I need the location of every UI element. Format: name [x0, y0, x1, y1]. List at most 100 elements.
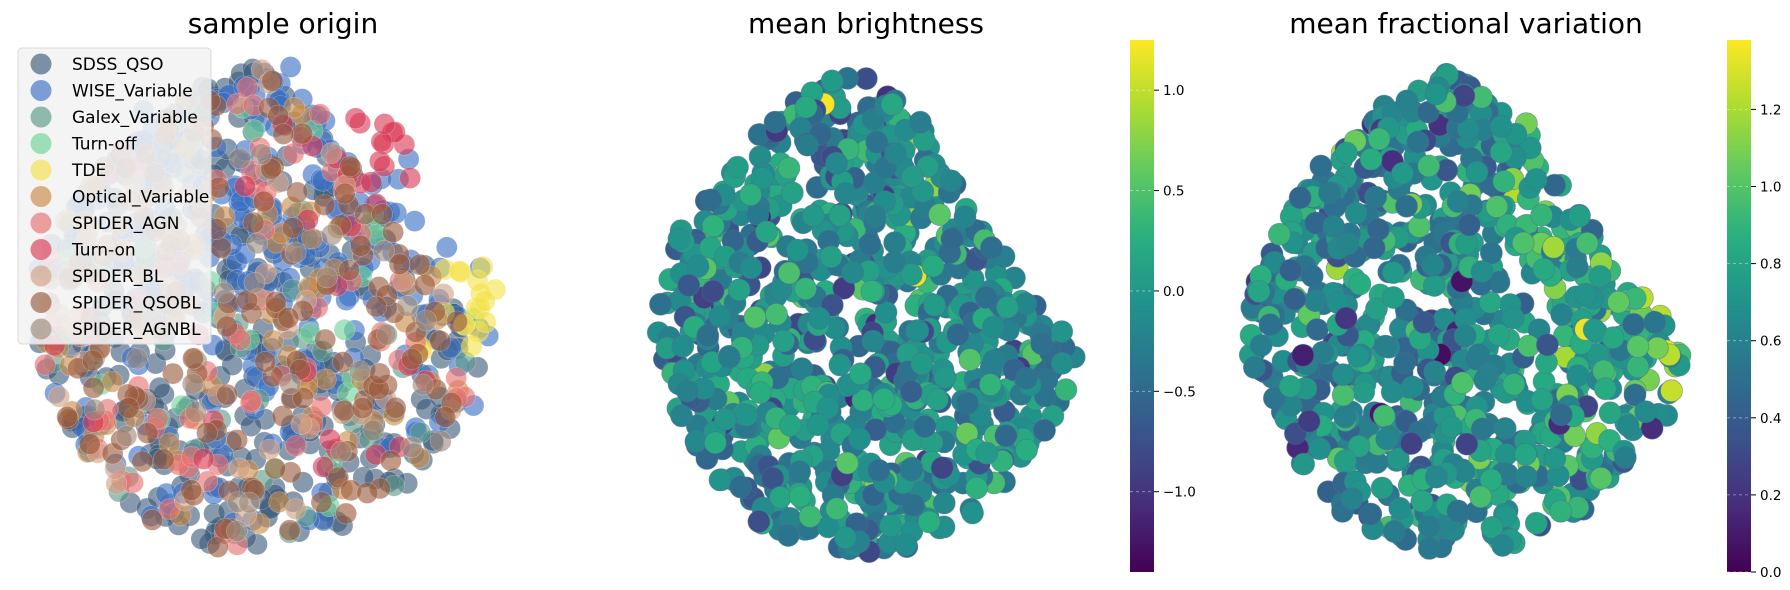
- point-spider-qsobl: [226, 429, 248, 451]
- point-spider-agn: [229, 329, 252, 351]
- point: [921, 254, 945, 278]
- point: [956, 391, 979, 415]
- point-optical-variable: [262, 329, 284, 352]
- point: [860, 279, 884, 303]
- point-spider-qsobl: [264, 291, 287, 313]
- legend-marker-optical-variable: [30, 186, 52, 207]
- point-spider-qsobl: [327, 466, 350, 489]
- point: [1489, 140, 1513, 164]
- point: [1050, 351, 1074, 375]
- point: [1470, 417, 1494, 441]
- point-spider-agnbl: [226, 520, 248, 543]
- point-spider-qsobl: [136, 422, 159, 444]
- point: [982, 315, 1005, 339]
- scatter-points-mean-brightness: [646, 66, 1086, 563]
- point: [946, 323, 970, 346]
- point-spider-qsobl: [278, 519, 301, 542]
- point: [902, 493, 925, 517]
- point-spider-agnbl: [229, 147, 251, 170]
- point-spider-qsobl: [277, 306, 300, 329]
- point: [1370, 476, 1394, 500]
- point: [1446, 499, 1470, 523]
- point-spider-qsobl: [196, 421, 218, 444]
- point-spider-agnbl: [243, 271, 266, 294]
- legend-marker-galex-variable: [30, 106, 52, 128]
- point: [1406, 130, 1430, 154]
- point: [1335, 141, 1358, 165]
- point: [708, 468, 732, 492]
- colorbar-tick-label: 1.0: [1760, 179, 1781, 195]
- legend-label-wise-variable: WISE_Variable: [72, 82, 193, 102]
- point: [917, 510, 941, 534]
- point: [1607, 290, 1630, 314]
- colorbar-tick-label: 0.2: [1760, 488, 1781, 504]
- point-spider-qsobl: [333, 182, 356, 205]
- point: [806, 413, 830, 437]
- point: [704, 431, 727, 455]
- point-spider-agnbl: [373, 240, 395, 262]
- point: [686, 254, 710, 278]
- scatter-points-mean-fractional-variation: [1238, 62, 1692, 560]
- point: [1374, 334, 1397, 358]
- point: [729, 475, 752, 499]
- point: [739, 183, 762, 207]
- point: [1495, 443, 1518, 467]
- point: [1243, 356, 1266, 379]
- point: [701, 214, 725, 238]
- point: [747, 510, 771, 533]
- point-spider-bl: [284, 498, 307, 520]
- point: [933, 365, 957, 389]
- point: [1502, 372, 1526, 396]
- legend-marker-spider-agnbl: [30, 318, 52, 340]
- point: [1322, 215, 1346, 238]
- legend-marker-turn-on: [30, 239, 52, 260]
- point-spider-agn: [34, 353, 56, 376]
- point: [928, 203, 951, 227]
- point-spider-qsobl: [56, 406, 78, 428]
- point: [1346, 344, 1370, 368]
- point-tde: [448, 260, 471, 283]
- point: [1393, 351, 1416, 375]
- point: [953, 205, 977, 229]
- point: [1291, 343, 1315, 367]
- point-spider-agnbl: [330, 440, 352, 463]
- point-turn-on: [373, 113, 396, 135]
- point: [1386, 447, 1410, 471]
- point: [867, 458, 891, 482]
- point: [1333, 449, 1357, 473]
- point: [1340, 487, 1364, 511]
- point: [1388, 496, 1412, 520]
- point-spider-agnbl: [400, 436, 423, 459]
- point-spider-qsobl: [356, 482, 379, 504]
- point: [1359, 502, 1383, 526]
- legend-label-spider-qsobl: SPIDER_QSOBL: [72, 294, 201, 314]
- point: [1582, 318, 1606, 342]
- legend-marker-spider-bl: [30, 265, 52, 287]
- legend-sample-origin: SDSS_QSO WISE_Variable Galex_Variable Turn-…: [17, 47, 212, 345]
- point: [1283, 287, 1306, 311]
- point: [1318, 181, 1341, 205]
- legend-label-spider-agnbl: SPIDER_AGNBL: [72, 320, 201, 340]
- point: [1054, 378, 1078, 402]
- point-spider-qsobl: [371, 203, 393, 225]
- point: [974, 286, 998, 309]
- point: [900, 262, 923, 286]
- point-spider-agnbl: [396, 295, 419, 317]
- point: [1479, 468, 1503, 492]
- point: [835, 451, 859, 475]
- point: [1491, 534, 1514, 557]
- point: [1367, 127, 1391, 151]
- point: [1425, 465, 1448, 489]
- point: [776, 524, 800, 547]
- colorbar-mean-brightness: 1.0 0.5 0.0 −0.5 −1.0: [1130, 40, 1196, 572]
- point: [1565, 255, 1589, 279]
- point: [849, 362, 872, 386]
- point: [906, 319, 930, 343]
- point: [910, 352, 934, 376]
- point-turn-on: [344, 107, 367, 130]
- panel-mean-fractional-variation: mean fractional variation 1.2 1.0 0.8 0.6 0.…: [1238, 7, 1781, 581]
- point: [1380, 380, 1404, 404]
- point: [649, 292, 672, 316]
- point: [1365, 297, 1388, 321]
